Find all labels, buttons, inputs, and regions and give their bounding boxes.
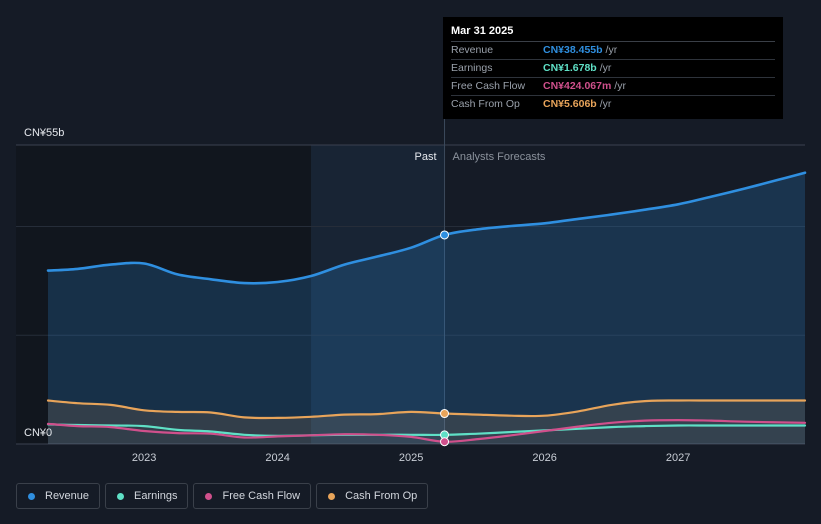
legend-dot-icon (205, 492, 213, 500)
legend-label: Free Cash Flow (222, 490, 301, 502)
legend: Revenue Earnings Free Cash Flow Cash Fro… (16, 483, 429, 509)
revenue-point (440, 230, 450, 240)
y-axis-label-top: CN¥55b (24, 127, 64, 139)
cash-from-op-point (440, 409, 450, 419)
tooltip-unit: /yr (605, 44, 618, 56)
tooltip-value: CN¥38.455b (543, 44, 603, 56)
free-cash-flow-point (440, 437, 450, 447)
free-cash-flow-line (46, 418, 807, 443)
tooltip-row-cash-from-op: Cash From Op CN¥5.606b /yr (451, 96, 775, 113)
tooltip-row-earnings: Earnings CN¥1.678b /yr (451, 60, 775, 78)
legend-label: Earnings (134, 490, 178, 502)
tooltip-label: Revenue (451, 44, 494, 56)
legend-dot-icon (28, 492, 35, 500)
legend-label: Cash From Op (345, 490, 418, 502)
legend-item-cash-from-op[interactable]: Cash From Op (316, 483, 429, 509)
legend-label: Revenue (45, 490, 90, 502)
tooltip-label: Cash From Op (451, 98, 520, 110)
forecast-label: Analysts Forecasts (453, 151, 546, 163)
x-tick-label: 2024 (265, 452, 289, 464)
cash-from-op-line (46, 399, 807, 420)
revenue-line (46, 171, 807, 285)
legend-item-free-cash-flow[interactable]: Free Cash Flow (193, 483, 312, 509)
x-tick-label: 2025 (399, 452, 423, 464)
x-tick-label: 2026 (532, 452, 556, 464)
tooltip-label: Free Cash Flow (451, 80, 526, 92)
earnings-line (46, 423, 807, 437)
legend-item-earnings[interactable]: Earnings (105, 483, 189, 509)
legend-dot-icon (117, 492, 125, 500)
legend-dot-icon (328, 492, 336, 500)
tooltip-row-revenue: Revenue CN¥38.455b /yr (451, 42, 775, 60)
tooltip-unit: /yr (599, 98, 612, 110)
tooltip-value: CN¥424.067m (543, 80, 612, 92)
revenue-area (48, 172, 805, 444)
tooltip-label: Earnings (451, 62, 493, 74)
past-highlight-band (311, 145, 445, 444)
x-tick-label: 2027 (666, 452, 690, 464)
tooltip-value: CN¥5.606b (543, 98, 597, 110)
tooltip-value: CN¥1.678b (543, 62, 597, 74)
legend-item-revenue[interactable]: Revenue (16, 483, 101, 509)
y-axis-label-bottom: CN¥0 (24, 427, 52, 439)
tooltip: Mar 31 2025 Revenue CN¥38.455b /yr Earni… (443, 17, 783, 119)
x-tick-label: 2023 (132, 452, 156, 464)
tooltip-unit: /yr (614, 80, 626, 92)
tooltip-unit: /yr (599, 62, 612, 74)
past-label: Past (415, 151, 437, 163)
tooltip-date: Mar 31 2025 (451, 23, 775, 42)
tooltip-row-free-cash-flow: Free Cash Flow CN¥424.067m /yr (451, 78, 775, 96)
